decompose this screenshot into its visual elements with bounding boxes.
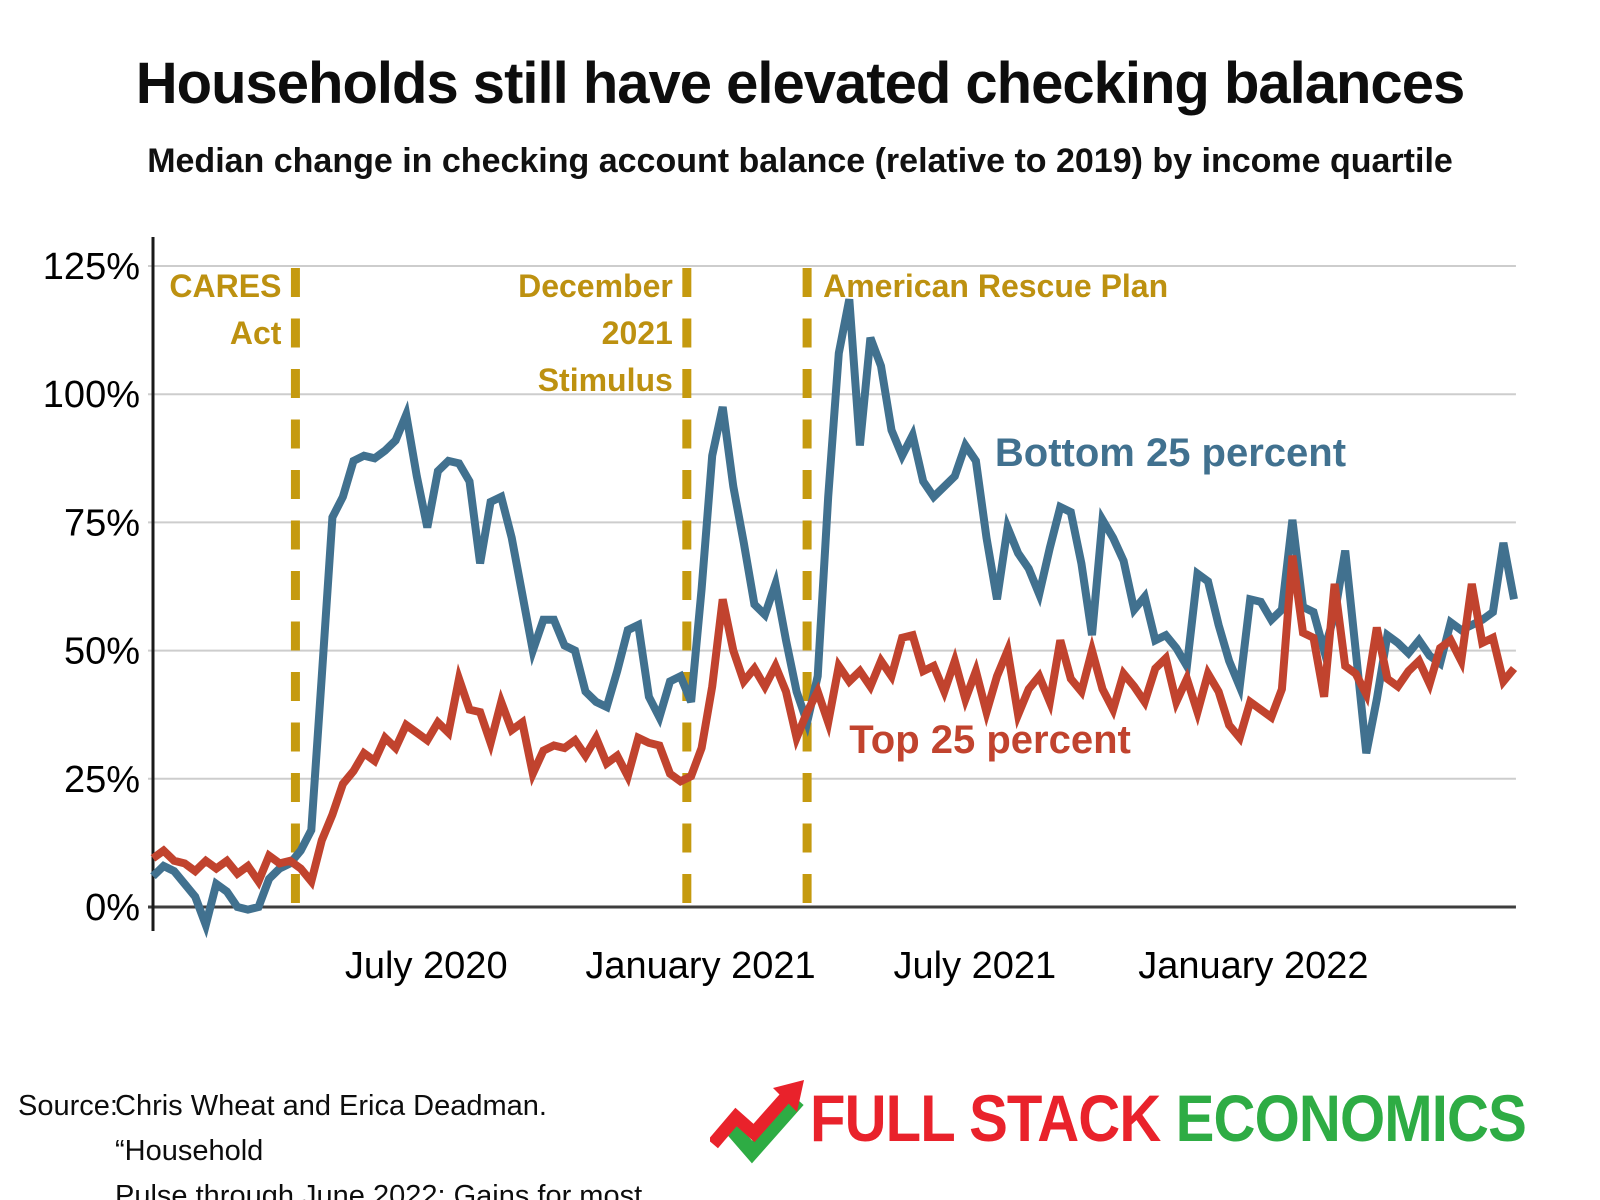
- svg-text:January 2022: January 2022: [1138, 945, 1368, 987]
- svg-text:American Rescue Plan: American Rescue Plan: [823, 268, 1168, 304]
- event-annotations: CARES Act December 2021 Stimulus American Res…: [169, 268, 1168, 906]
- series-lines: [150, 298, 1518, 939]
- series-label: Bottom 25 percent: [995, 431, 1346, 475]
- series-line-top-25-percent: [150, 555, 1518, 891]
- full-stack-economics-logo: FULL STACK ECONOMICS: [710, 1072, 1600, 1164]
- source-line: Chris Wheat and Erica Deadman. “Househol…: [115, 1090, 547, 1167]
- trend-arrow-checkmark-icon: [710, 1080, 804, 1164]
- svg-text:January 2021: January 2021: [585, 945, 815, 987]
- svg-text:75%: 75%: [64, 502, 140, 544]
- svg-text:December: December: [518, 268, 673, 304]
- svg-text:July 2020: July 2020: [345, 945, 508, 987]
- svg-text:50%: 50%: [64, 631, 140, 673]
- y-tick-labels: 0% 25% 50% 75% 100% 125%: [43, 246, 140, 929]
- svg-text:0%: 0%: [85, 887, 140, 929]
- grid-lines: [148, 265, 1516, 909]
- svg-text:July 2021: July 2021: [894, 945, 1057, 987]
- series-labels: Bottom 25 percent Top 25 percent: [849, 431, 1346, 762]
- page-subtitle: Median change in checking account balanc…: [147, 142, 1453, 180]
- svg-text:2021: 2021: [602, 315, 673, 351]
- series-label: Top 25 percent: [849, 718, 1131, 762]
- svg-text:Stimulus: Stimulus: [538, 362, 673, 398]
- source-note: Source: Chris Wheat and Erica Deadman. “…: [18, 1084, 668, 1200]
- source-label: Source:: [18, 1090, 118, 1122]
- page-title: Households still have elevated checking …: [135, 51, 1465, 116]
- logo-economics: ECONOMICS: [1175, 1081, 1527, 1155]
- svg-text:100%: 100%: [43, 374, 140, 416]
- logo-wordmark: FULL STACK ECONOMICS: [810, 1072, 1527, 1164]
- x-tick-labels: July 2020 January 2021 July 2021 January 20…: [345, 945, 1369, 987]
- logo-full-stack: FULL STACK: [810, 1081, 1161, 1155]
- svg-text:25%: 25%: [64, 759, 140, 801]
- svg-text:125%: 125%: [43, 246, 140, 288]
- source-line: Pulse through June 2022: Gains for most,…: [115, 1180, 651, 1200]
- series-line-bottom-25-percent: [150, 298, 1518, 939]
- svg-text:Act: Act: [230, 315, 282, 351]
- svg-text:CARES: CARES: [169, 268, 281, 304]
